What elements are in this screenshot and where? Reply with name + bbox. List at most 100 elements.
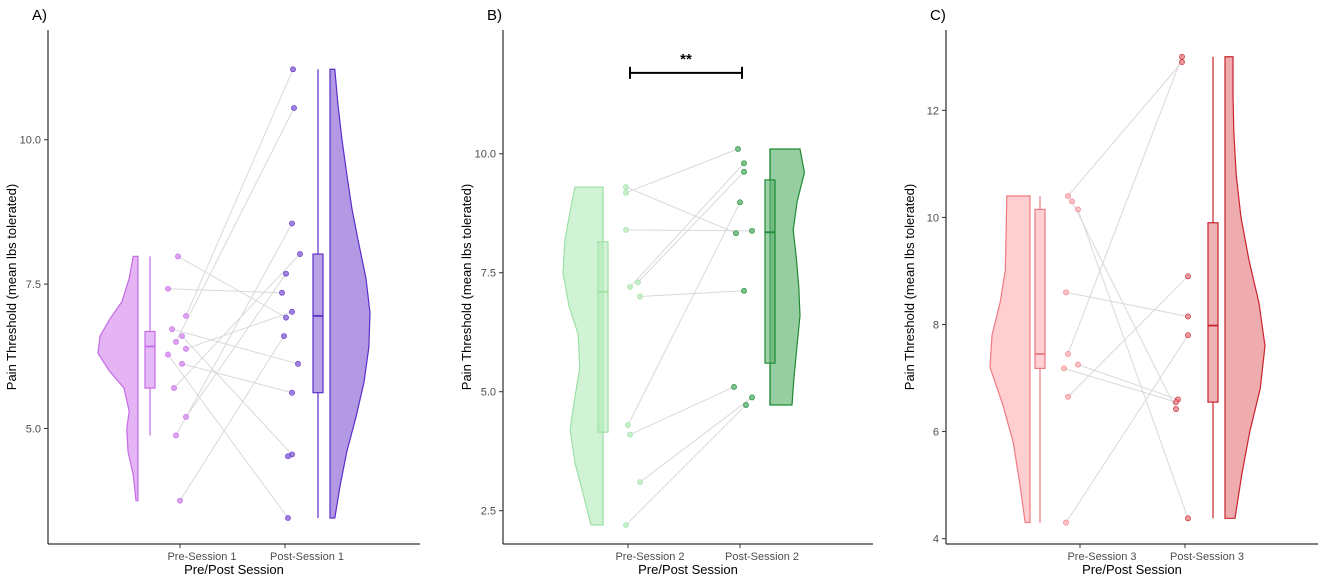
x-tick-label: Post-Session 1 [270, 551, 344, 563]
pre-data-point [183, 345, 189, 352]
paired-line [1065, 291, 1189, 317]
post-data-point [741, 160, 747, 167]
pre-data-point [623, 189, 629, 196]
pre-box [1034, 208, 1046, 369]
pre-data-point [1075, 206, 1081, 213]
post-data-point [749, 394, 755, 401]
y-tick-label: 7.5 [481, 268, 496, 280]
paired-line [639, 290, 745, 298]
pre-box [597, 241, 609, 433]
pre-data-point [623, 226, 629, 233]
x-tick-label: Post-Session 2 [725, 551, 799, 563]
pre-data-point [1069, 198, 1075, 205]
paired-line [639, 397, 753, 483]
post-data-point [741, 287, 747, 294]
paired-line [177, 255, 287, 319]
post-data-point [749, 227, 755, 234]
x-tick-label: Post-Session 3 [1170, 551, 1244, 563]
post-data-point [289, 389, 295, 396]
pre-data-point [1065, 193, 1071, 199]
y-tick-label: 5.0 [26, 423, 41, 435]
paired-line [627, 202, 741, 426]
post-data-point [291, 105, 297, 111]
post-data-point [295, 360, 301, 367]
y-tick-label: 10 [927, 212, 939, 224]
significance-label: ** [680, 51, 692, 68]
pre-data-point [165, 285, 171, 292]
paired-line [637, 171, 745, 283]
post-data-point [1185, 313, 1191, 320]
post-data-point [1173, 406, 1179, 412]
post-data-point [279, 289, 285, 296]
panel-label: A) [32, 7, 47, 24]
post-data-point [1185, 332, 1191, 339]
paired-line [167, 354, 289, 519]
pre-data-point [179, 333, 185, 339]
pre-data-point [173, 432, 179, 439]
paired-line [167, 288, 283, 294]
post-data-point [281, 333, 287, 339]
paired-line [1063, 367, 1177, 403]
post-density-cloud [769, 148, 806, 406]
pre-data-point [1063, 289, 1069, 296]
post-box [312, 253, 324, 394]
y-axis-title: Pain Threshold (mean lbs tolerated) [902, 184, 917, 390]
post-data-point [1185, 515, 1191, 522]
post-data-point [731, 384, 737, 390]
paired-line [175, 223, 293, 436]
post-data-point [283, 270, 289, 277]
post-data-point [1179, 59, 1185, 66]
post-data-point [1179, 53, 1185, 60]
pre-data-point [183, 312, 189, 319]
post-data-point [735, 146, 741, 152]
y-tick-label: 6 [933, 427, 939, 439]
post-data-point [297, 251, 303, 257]
pre-data-point [637, 479, 643, 486]
post-data-point [743, 402, 749, 408]
x-axis-title: Pre/Post Session [1082, 562, 1182, 577]
paired-line [173, 253, 301, 389]
paired-line [1067, 275, 1189, 398]
pre-data-point [173, 338, 179, 345]
pre-data-point [165, 351, 171, 358]
pre-data-point [171, 385, 177, 391]
pre-density-cloud [562, 186, 604, 526]
x-tick-label: Pre-Session 3 [1067, 551, 1136, 563]
paired-line [1067, 56, 1183, 355]
pre-box [144, 330, 156, 389]
y-tick-label: 4 [933, 534, 939, 546]
pre-data-point [623, 184, 629, 190]
post-data-point [289, 308, 295, 315]
pre-data-point [635, 279, 641, 286]
paired-line [625, 186, 737, 234]
pre-data-point [1063, 519, 1069, 526]
pre-data-point [177, 497, 183, 504]
paired-line [629, 386, 735, 435]
post-data-point [289, 220, 295, 227]
y-axis-title: Pain Threshold (mean lbs tolerated) [459, 184, 474, 390]
y-tick-label: 8 [933, 319, 939, 331]
paired-line [625, 404, 747, 526]
paired-line [181, 363, 293, 394]
x-tick-label: Pre-Session 1 [167, 551, 236, 563]
paired-line [185, 273, 287, 418]
post-box [1207, 222, 1219, 403]
paired-line [1065, 334, 1189, 523]
post-data-point [1173, 399, 1179, 406]
y-tick-label: 7.5 [26, 279, 41, 291]
post-data-point [285, 515, 291, 521]
y-tick-label: 10.0 [20, 135, 41, 147]
y-tick-label: 2.5 [481, 506, 496, 518]
paired-line [1077, 209, 1189, 519]
pre-data-point [623, 522, 629, 528]
pre-data-point [1075, 361, 1081, 368]
pre-data-point [627, 431, 633, 438]
post-data-point [283, 314, 289, 321]
panel-2: B) 2.5 5.0 7.5 10.0 Pre-Session 2 Post-Session… [459, 7, 873, 577]
paired-line [629, 162, 745, 288]
panel-label: B) [487, 7, 502, 24]
pre-data-point [627, 284, 633, 290]
